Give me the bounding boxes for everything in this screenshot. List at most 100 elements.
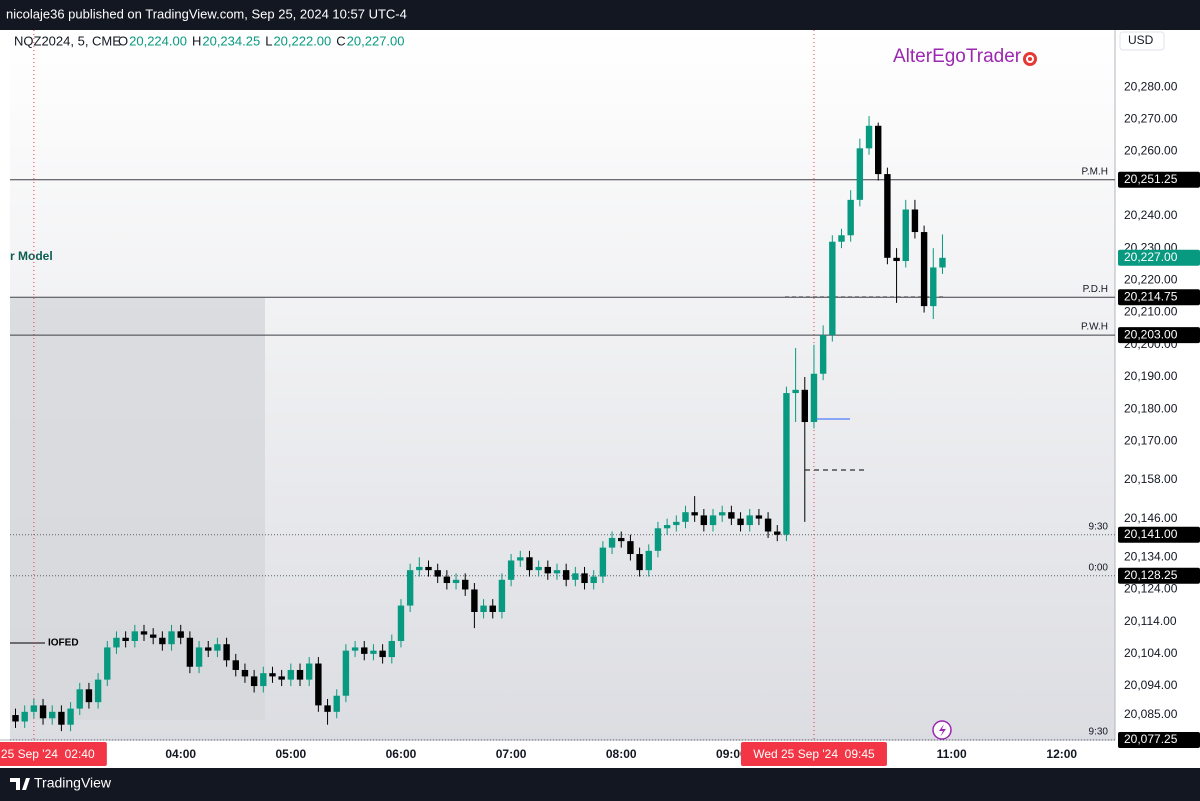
y-tick-label: 20,114.00 xyxy=(1124,614,1177,628)
candle-body xyxy=(663,525,671,529)
level-label: 9:30 xyxy=(1089,521,1109,532)
candle-body xyxy=(21,711,28,722)
candle-body xyxy=(930,267,937,307)
candle-body xyxy=(764,518,772,532)
ohlc-value: 20,224.00 xyxy=(129,33,187,48)
candle-body xyxy=(865,125,873,149)
bottom-bar xyxy=(0,768,1200,801)
currency-box[interactable] xyxy=(1119,31,1165,51)
candle-body xyxy=(333,695,340,712)
y-tick-label: 20,270.00 xyxy=(1124,112,1178,126)
candle-body xyxy=(618,537,625,542)
candle-body xyxy=(305,663,313,680)
candle-body xyxy=(627,541,634,555)
candle-body xyxy=(939,257,946,268)
candle-body xyxy=(214,644,221,651)
price-tag-label: 20,251.25 xyxy=(1124,172,1178,186)
candle-body xyxy=(287,669,295,680)
candle-body xyxy=(195,647,203,667)
y-tick-label: 20,240.00 xyxy=(1124,208,1178,222)
candle-body xyxy=(920,232,928,307)
y-tick-label: 20,180.00 xyxy=(1124,401,1178,415)
x-tick-label: 04:00 xyxy=(165,747,196,761)
y-tick-label: 20,190.00 xyxy=(1124,369,1178,383)
candle-body xyxy=(324,705,331,712)
candle-body xyxy=(645,550,652,571)
candle-body xyxy=(636,554,643,571)
candle-body xyxy=(30,705,38,712)
candle-body xyxy=(388,640,395,658)
candle-body xyxy=(278,676,285,680)
candle-body xyxy=(205,647,212,651)
candle-body xyxy=(149,634,157,638)
candle-body xyxy=(875,125,882,175)
candle-body xyxy=(462,579,469,590)
price-tag-label: 20,077.25 xyxy=(1124,732,1178,746)
x-tick-label: 08:00 xyxy=(606,747,637,761)
brand: TradingView xyxy=(34,775,112,791)
candle-body xyxy=(544,566,552,574)
candle-body xyxy=(608,537,616,548)
price-tag xyxy=(1118,567,1200,584)
level-label: 0:00 xyxy=(1089,562,1109,573)
time-tag xyxy=(0,742,107,766)
candle-body xyxy=(260,673,267,687)
candle-body xyxy=(884,174,891,258)
candle-body xyxy=(755,515,763,519)
price-tag xyxy=(1118,249,1200,266)
price-tag-label: 20,203.00 xyxy=(1124,327,1178,341)
candle-body xyxy=(480,605,487,613)
candle-body xyxy=(553,570,561,574)
price-tag xyxy=(1118,171,1200,188)
candle-body xyxy=(39,705,47,719)
time-tag-label: Wed 25 Sep '24 02:40 xyxy=(0,747,95,761)
candle-body xyxy=(709,515,717,526)
candle-body xyxy=(361,647,368,654)
price-tag xyxy=(1118,327,1200,344)
level-label: 9:30 xyxy=(1089,727,1109,738)
symbol: NQZ2024, 5, CME xyxy=(14,33,121,48)
candle-body xyxy=(471,589,478,613)
candle-body xyxy=(654,528,662,551)
candle-body xyxy=(49,711,56,719)
y-tick-label: 20,134.00 xyxy=(1124,549,1178,563)
top-bar xyxy=(0,0,1200,30)
x-tick-label: 05:00 xyxy=(275,747,306,761)
candle-body xyxy=(847,199,854,236)
candle-body xyxy=(590,576,597,584)
shaded-zone xyxy=(10,298,265,720)
candle-body xyxy=(783,393,790,535)
candle-body xyxy=(113,637,120,648)
candle-body xyxy=(489,605,496,613)
brand-logo xyxy=(10,778,30,790)
ohlc-key: C xyxy=(336,33,345,48)
y-tick-label: 20,104.00 xyxy=(1124,646,1178,660)
x-tick-label: 09:00 xyxy=(716,747,747,761)
x-tick-label: 07:00 xyxy=(496,747,527,761)
price-tag xyxy=(1118,526,1200,543)
candle-body xyxy=(58,711,65,725)
annotation: r Model xyxy=(10,249,53,263)
candle-body xyxy=(718,512,726,516)
candle-body xyxy=(728,512,735,519)
candle-body xyxy=(94,679,102,703)
candle-body xyxy=(140,631,148,635)
published: nicolaje36 published on TradingView.com,… xyxy=(6,6,407,21)
candle-body xyxy=(517,557,524,561)
annotation: IOFED xyxy=(48,638,79,649)
y-tick-label: 20,094.00 xyxy=(1124,678,1178,692)
candle-body xyxy=(691,512,698,516)
candle-body xyxy=(801,389,808,423)
time-axis xyxy=(0,740,1200,768)
candle-body xyxy=(599,547,607,577)
candle-body xyxy=(746,515,753,526)
candle-body xyxy=(379,650,386,658)
ohlc-key: O xyxy=(118,33,128,48)
candle-body xyxy=(250,676,258,687)
candle-body xyxy=(792,389,799,394)
time-tag-label: Wed 25 Sep '24 09:45 xyxy=(753,747,875,761)
candle-body xyxy=(737,518,744,526)
watermark: AlterEgoTrader xyxy=(893,46,1022,67)
price-tag-label: 20,141.00 xyxy=(1124,527,1178,541)
